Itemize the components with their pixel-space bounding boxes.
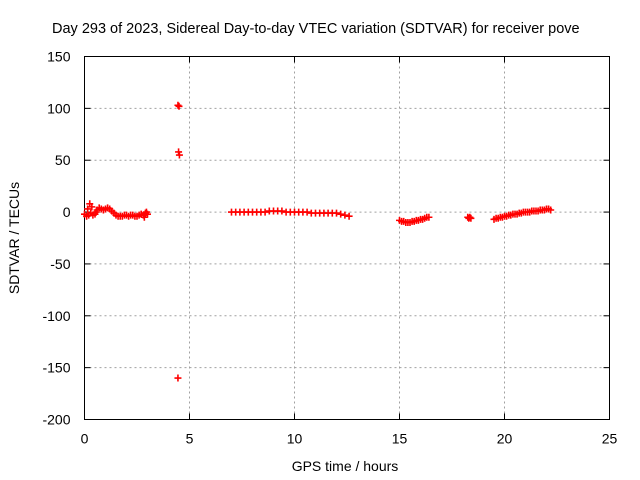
y-tick-label: -200: [42, 412, 70, 428]
data-point: [345, 212, 353, 220]
data-point: [303, 208, 311, 216]
x-axis-label: GPS time / hours: [292, 458, 399, 474]
y-axis-label: SDTVAR / TECUs: [6, 182, 22, 294]
data-point: [175, 102, 183, 110]
data-point: [88, 203, 96, 211]
data-point: [467, 214, 475, 222]
data-point: [333, 209, 340, 217]
y-tick-label: 0: [63, 204, 71, 220]
data-point: [174, 374, 182, 382]
axis-ticks: 0 5 10 15 20 25 150 100 50 0 -50 -100 -150 -200: [42, 49, 617, 447]
data-point: [337, 210, 345, 218]
data-points: [81, 101, 555, 382]
grid-lines: [84, 56, 610, 420]
x-tick-label: 20: [497, 431, 513, 447]
data-point: [174, 101, 182, 109]
data-point: [261, 208, 269, 216]
y-tick-label: 100: [47, 100, 71, 116]
y-tick-label: 150: [47, 49, 71, 65]
data-point: [547, 206, 555, 214]
x-tick-label: 5: [186, 431, 194, 447]
data-point: [425, 213, 433, 221]
data-point: [278, 207, 286, 215]
x-tick-label: 0: [81, 431, 89, 447]
y-tick-label: -100: [42, 308, 70, 324]
y-tick-label: 50: [55, 152, 71, 168]
data-point: [144, 210, 151, 218]
plot-frame: [84, 56, 610, 420]
data-point: [175, 151, 183, 159]
x-tick-label: 10: [287, 431, 303, 447]
data-point: [341, 211, 349, 219]
data-point: [84, 205, 92, 213]
data-point: [466, 213, 474, 221]
y-tick-label: -50: [50, 256, 70, 272]
x-tick-label: 25: [602, 431, 618, 447]
x-tick-label: 15: [392, 431, 408, 447]
y-tick-label: -150: [42, 360, 70, 376]
chart-title: Day 293 of 2023, Sidereal Day-to-day VTE…: [52, 21, 580, 37]
